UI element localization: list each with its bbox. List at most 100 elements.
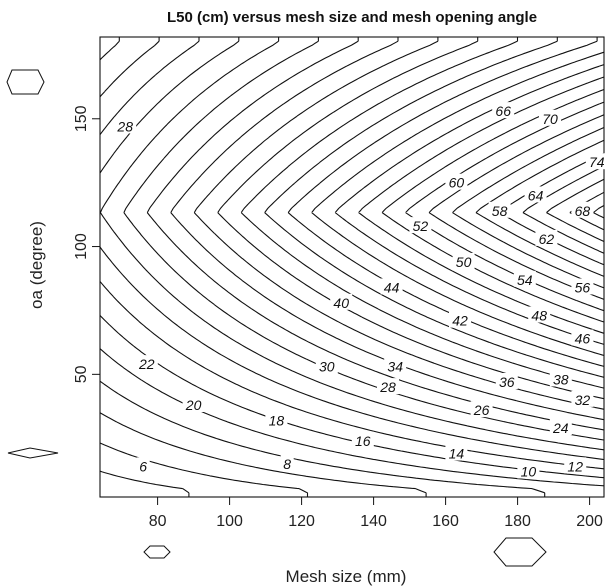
- x-tick-label: 180: [504, 513, 531, 530]
- contour-label-bg: [409, 217, 432, 234]
- contour-label-bg: [351, 431, 374, 448]
- x-axis-title: Mesh size (mm): [286, 567, 407, 586]
- decorative-markers: [6, 69, 547, 567]
- contour-label-bg: [445, 173, 468, 190]
- y-tick-label: 100: [73, 233, 90, 260]
- contour-label: 32: [575, 392, 591, 408]
- contour-label-bg: [585, 153, 608, 170]
- x-tick-label: 80: [149, 513, 167, 530]
- contour-label: 28: [379, 379, 396, 395]
- contour-line-20: [99, 37, 605, 461]
- contour-line-38: [287, 37, 605, 367]
- contour-line-40: [311, 51, 605, 357]
- contour-label-bg: [135, 355, 158, 372]
- contour-line-52: [452, 126, 605, 289]
- x-tick-label: 120: [288, 513, 315, 530]
- contour-label-bg: [377, 378, 399, 395]
- contour-label-bg: [571, 329, 594, 346]
- contour-label-bg: [384, 357, 407, 374]
- x-tick-label: 200: [576, 513, 603, 530]
- contour-line-22: [99, 37, 605, 451]
- contour-line-26: [146, 37, 605, 431]
- x-axis-ticks: 80 100 120 140 160 180 200: [149, 497, 603, 530]
- contour-label-bg: [330, 293, 353, 310]
- y-tick-label: 50: [73, 365, 90, 383]
- contour-label: 62: [539, 231, 555, 247]
- contour-line-64: [593, 205, 605, 219]
- marker-left-bottom: [7, 447, 59, 459]
- contour-label: 38: [553, 371, 569, 387]
- contour-label-bg: [571, 278, 594, 295]
- marker-top-left: [6, 69, 45, 95]
- contour-label: 26: [473, 402, 490, 418]
- contour-line-14: [99, 37, 605, 487]
- contour-label: 20: [185, 397, 202, 413]
- contour-line-60: [546, 178, 605, 243]
- contour-label-bg: [549, 370, 572, 387]
- contour-label-bg: [136, 457, 150, 474]
- contour-label: 18: [269, 412, 285, 428]
- contour-line-28: [170, 37, 605, 421]
- contour-line-32: [217, 37, 605, 400]
- contour-label: 66: [495, 103, 511, 119]
- contour-label: 24: [552, 420, 569, 436]
- contour-label: 16: [355, 433, 371, 449]
- marker-bottom-left: [143, 545, 171, 559]
- contour-label: 70: [542, 111, 558, 127]
- contour-label: 36: [499, 374, 515, 390]
- contour-label: 46: [575, 331, 591, 347]
- contour-label-bg: [564, 457, 587, 474]
- contour-label: 28: [116, 118, 133, 134]
- contour-label-bg: [380, 278, 403, 295]
- contour-label: 40: [333, 295, 349, 311]
- contour-line-16: [99, 37, 605, 479]
- contour-label-bg: [315, 357, 338, 374]
- contour-label-bg: [280, 454, 294, 471]
- contour-label-bg: [528, 306, 551, 323]
- contour-label: 58: [492, 203, 508, 219]
- contour-line-42: [334, 64, 605, 345]
- contour-label: 6: [139, 458, 147, 474]
- contour-label: 14: [449, 446, 465, 462]
- contour-line-50: [428, 114, 605, 300]
- contour-label-bg: [114, 117, 137, 134]
- contour-label: 12: [567, 458, 583, 474]
- plot-frame: [99, 36, 605, 498]
- contour-label-bg: [495, 373, 518, 389]
- contour-label: 56: [575, 279, 591, 295]
- contour-label: 74: [589, 154, 605, 170]
- contour-label-bg: [513, 270, 536, 287]
- x-tick-label: 100: [216, 513, 243, 530]
- contour-line-58: [522, 165, 605, 254]
- contour-label: 50: [456, 254, 472, 270]
- contour-lines: [99, 37, 605, 497]
- contour-label-bg: [549, 419, 572, 435]
- y-tick-label: 150: [73, 105, 90, 132]
- contour-label-bg: [524, 186, 547, 203]
- contour-label-bg: [539, 109, 561, 126]
- contour-label-bg: [535, 229, 558, 246]
- contour-line-54: [475, 139, 605, 277]
- contour-label: 44: [384, 279, 400, 295]
- contour-label-bg: [265, 411, 288, 428]
- contour-label-bg: [470, 401, 493, 418]
- contour-line-12: [99, 380, 546, 497]
- contour-label: 8: [283, 456, 291, 472]
- x-tick-label: 160: [432, 513, 459, 530]
- contour-line-8: [99, 442, 309, 497]
- contour-line-36: [264, 37, 605, 378]
- contour-label-bg: [571, 390, 594, 407]
- contour-label: 42: [452, 313, 468, 329]
- contour-label: 54: [517, 272, 533, 288]
- contour-label-bg: [452, 252, 475, 269]
- contour-label: 34: [387, 359, 403, 375]
- contour-label: 52: [413, 218, 429, 234]
- chart-title: L50 (cm) versus mesh size and mesh openi…: [167, 9, 537, 26]
- contour-label-bg: [182, 396, 205, 412]
- contour-label: 60: [449, 175, 465, 191]
- contour-label: 10: [521, 463, 537, 479]
- contour-label-bg: [492, 102, 515, 119]
- contour-line-34: [240, 37, 605, 389]
- contour-label-bg: [488, 201, 511, 218]
